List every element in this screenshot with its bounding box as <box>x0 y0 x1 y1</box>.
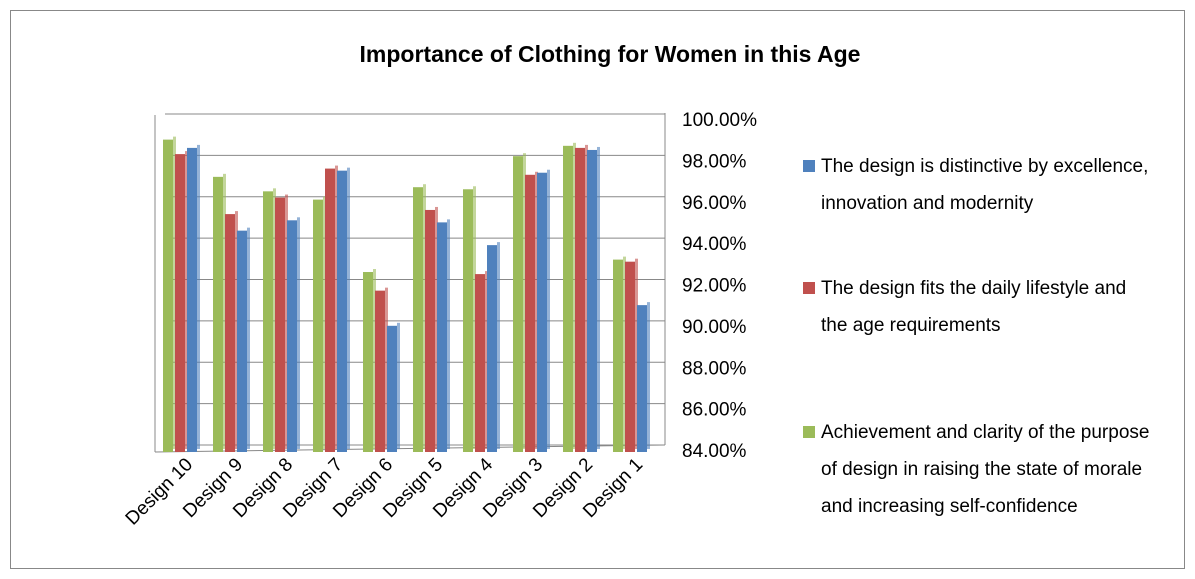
bar-side <box>523 153 526 449</box>
bar <box>425 209 435 452</box>
bar-side <box>223 173 226 449</box>
bar-side <box>323 196 326 449</box>
legend-item: The design fits the daily lifestyle and … <box>803 270 1153 344</box>
bar-side <box>535 171 538 449</box>
bar <box>575 147 585 453</box>
bar-side <box>573 142 576 449</box>
bar-side <box>235 211 238 449</box>
bar <box>225 214 235 452</box>
bar <box>487 245 497 452</box>
bar <box>413 187 423 452</box>
bar-side <box>597 146 600 449</box>
bar <box>325 168 335 453</box>
bar <box>437 222 447 452</box>
bar-side <box>335 165 338 450</box>
bar <box>263 191 273 452</box>
bar <box>587 149 597 452</box>
y-tick-label: 86.00% <box>682 400 747 421</box>
bar <box>175 154 185 452</box>
bar <box>463 189 473 453</box>
bar <box>475 274 485 452</box>
legend-item: The design is distinctive by excellence,… <box>803 148 1153 222</box>
bar <box>637 305 647 452</box>
bar <box>287 220 297 452</box>
bar-side <box>435 206 438 449</box>
chart-title: Importance of Clothing for Women in this… <box>360 41 861 67</box>
bar-side <box>585 144 588 450</box>
bar-side <box>347 167 350 449</box>
bar <box>275 197 285 452</box>
bar <box>375 290 385 452</box>
bar <box>513 156 523 452</box>
bar <box>337 170 347 452</box>
bar-side <box>635 258 638 449</box>
bar-side <box>397 322 400 449</box>
bar-side <box>473 186 476 450</box>
bar-side <box>185 151 188 449</box>
bar <box>163 139 173 452</box>
bar <box>313 199 323 452</box>
bar <box>387 325 397 452</box>
bar-side <box>623 256 626 449</box>
bar <box>525 174 535 452</box>
bar-side <box>547 169 550 449</box>
bar-side <box>285 194 288 449</box>
bar <box>237 230 247 452</box>
bar-side <box>385 287 388 449</box>
legend-label: The design is distinctive by excellence,… <box>821 156 1149 214</box>
bar-side <box>247 227 250 449</box>
legend-label: Achievement and clarity of the purpose o… <box>821 422 1150 517</box>
bar <box>613 259 623 452</box>
bar <box>213 176 223 452</box>
y-tick-label: 84.00% <box>682 441 747 462</box>
bar-side <box>297 217 300 449</box>
legend-swatch <box>803 160 815 172</box>
legend-label: The design fits the daily lifestyle and … <box>821 278 1127 336</box>
bar-side <box>497 242 500 449</box>
bar-side <box>647 302 650 449</box>
bar-side <box>173 136 176 449</box>
y-tick-label: 94.00% <box>682 234 747 255</box>
legend-swatch <box>803 282 815 294</box>
bar-side <box>447 219 450 449</box>
bar-side <box>197 144 200 450</box>
bar <box>625 261 635 452</box>
bar <box>363 272 373 452</box>
y-tick-label: 90.00% <box>682 317 747 338</box>
bar <box>537 172 547 452</box>
bar-side <box>485 271 488 449</box>
y-tick-label: 100.00% <box>682 110 757 131</box>
y-tick-label: 96.00% <box>682 193 747 214</box>
bar-side <box>373 269 376 449</box>
bar-side <box>423 184 426 449</box>
legend-swatch <box>803 426 815 438</box>
legend-item: Achievement and clarity of the purpose o… <box>803 414 1153 525</box>
bar-side <box>273 188 276 449</box>
y-tick-label: 98.00% <box>682 151 747 172</box>
bar <box>563 145 573 452</box>
y-tick-label: 92.00% <box>682 276 747 297</box>
bar <box>187 147 197 453</box>
y-tick-label: 88.00% <box>682 358 747 379</box>
